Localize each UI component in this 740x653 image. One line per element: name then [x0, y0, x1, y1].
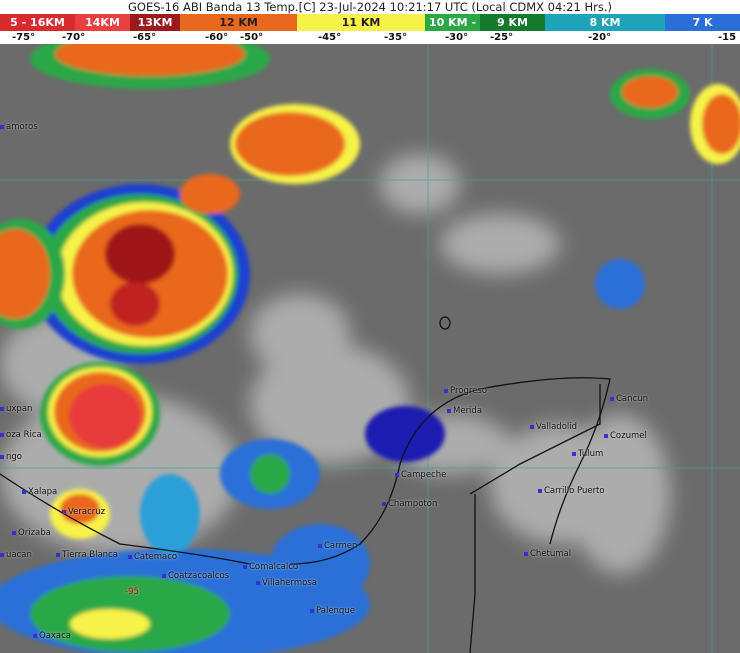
temperature-tick: -35° [384, 32, 408, 43]
satellite-map: amoros uxpan oza Rica ngo Xalapa Veracruz Oriz… [0, 44, 740, 653]
temperature-tick: -50° [240, 32, 264, 43]
legend-segment: 8 KM [545, 14, 665, 31]
image-title: GOES-16 ABI Banda 13 Temp.[C] 23-Jul-202… [0, 0, 740, 14]
temperature-tick: -75° [12, 32, 36, 43]
city-label: Carrillo Puerto [538, 486, 605, 496]
city-label: Xalapa [22, 487, 57, 497]
city-label: Carmen [318, 541, 357, 551]
temperature-tick: -30° [445, 32, 469, 43]
temperature-tick: -25° [490, 32, 514, 43]
city-label: oza Rica [0, 430, 42, 440]
city-label: uacan [0, 550, 32, 560]
temperature-scale: -75° -70° -65° -60° -50° -45° -35° -30° -25° -20°… [0, 31, 740, 44]
city-label: Tulum [572, 449, 603, 459]
temperature-tick: -20° [588, 32, 612, 43]
temperature-tick: -65° [133, 32, 157, 43]
city-label: Valladolid [530, 422, 577, 432]
city-label: Comalcalco [243, 562, 298, 572]
legend-segment: 10 KM - [425, 14, 480, 31]
city-label: Campeche [395, 470, 446, 480]
city-label: Oaxaca [33, 631, 71, 641]
temperature-tick: -70° [62, 32, 86, 43]
temperature-tick: -60° [205, 32, 229, 43]
city-label: Veracruz [62, 507, 105, 517]
city-label: Coatzacoalcos [162, 571, 229, 581]
city-label: Palenque [310, 606, 355, 616]
city-label: amoros [0, 122, 38, 132]
legend-segment: 14KM [75, 14, 130, 31]
city-label: Champoton [382, 499, 437, 509]
legend-segment: 13KM [130, 14, 180, 31]
city-label: Villahermosa [256, 578, 317, 588]
legend-segment: 11 KM [297, 14, 425, 31]
city-label: Orizaba [12, 528, 51, 538]
legend-segment: 7 K [665, 14, 740, 31]
map-label-95: -95 [125, 587, 139, 597]
city-label: Chetumal [524, 549, 571, 559]
city-label: Cozumel [604, 431, 647, 441]
legend-segment: 9 KM [480, 14, 545, 31]
temperature-tick: -15 [718, 32, 737, 43]
legend-segment: 12 KM [180, 14, 297, 31]
legend-segment: 5 - 16KM [0, 14, 75, 31]
city-label: Catemaco [128, 552, 177, 562]
city-label: Merida [447, 406, 482, 416]
city-label: uxpan [0, 404, 32, 414]
city-label: ngo [0, 452, 22, 462]
color-scale-legend: 5 - 16KM 14KM 13KM 12 KM 11 KM 10 KM -9 KM 8 K… [0, 14, 740, 31]
city-label: Progreso [444, 386, 487, 396]
city-label: Cancun [610, 394, 648, 404]
cloud-layer [0, 44, 740, 653]
temperature-tick: -45° [318, 32, 342, 43]
city-label: Tierra Blanca [56, 550, 118, 560]
